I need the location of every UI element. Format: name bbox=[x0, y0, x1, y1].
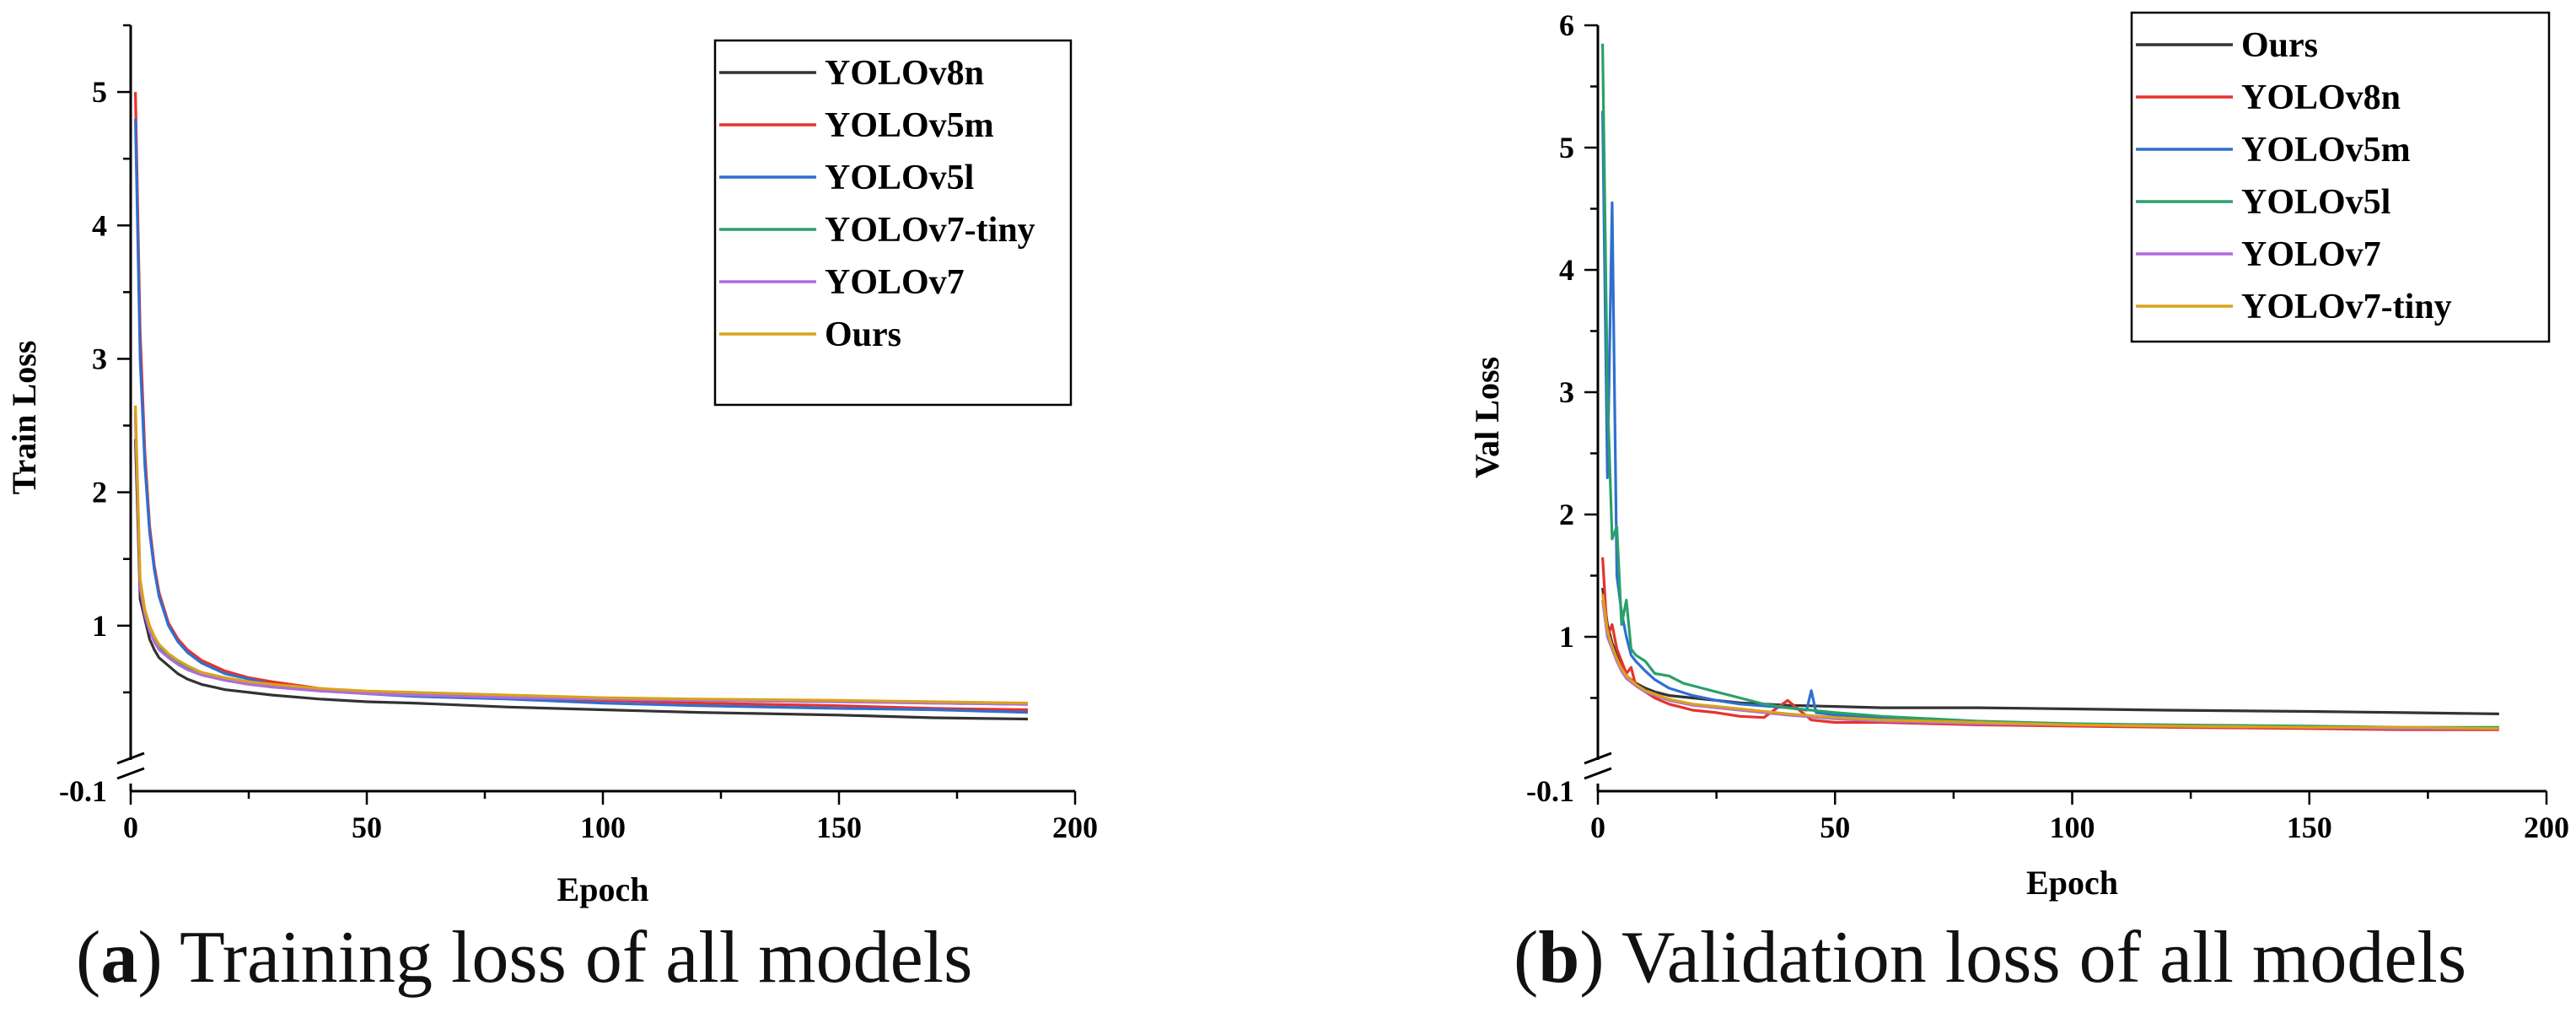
y-tick-label: 1 bbox=[92, 609, 107, 643]
y-tick-label: 3 bbox=[92, 342, 107, 375]
caption-val-letter: b bbox=[1538, 917, 1580, 999]
legend-label: YOLOv8n bbox=[825, 54, 984, 93]
legend-label: YOLOv5m bbox=[825, 106, 994, 145]
y-tick-label: 6 bbox=[1559, 8, 1574, 42]
legend-label: YOLOv7 bbox=[825, 263, 965, 302]
caption-train-text: Training loss of all models bbox=[180, 917, 973, 999]
y-axis-title: Val Loss bbox=[1468, 357, 1506, 478]
x-tick-label: 150 bbox=[2287, 811, 2332, 844]
x-tick-label: 0 bbox=[123, 811, 138, 844]
x-axis-title: Epoch bbox=[557, 870, 649, 908]
chart-panel-train: 1 2 3 4 5 -0.1 0 50 100 150 200 Epoch Train Loss YOLO… bbox=[5, 24, 1098, 908]
legend-label: Ours bbox=[825, 315, 901, 354]
x-tick-label: 200 bbox=[2524, 811, 2569, 844]
series-line-yolov8n bbox=[134, 439, 1029, 721]
legend-label: YOLOv7 bbox=[2241, 235, 2381, 274]
y-tick-label-break: -0.1 bbox=[1526, 774, 1574, 808]
y-tick-label: 4 bbox=[1559, 253, 1574, 287]
caption-train-letter: a bbox=[100, 917, 138, 999]
axis-break-mark bbox=[1584, 752, 1612, 765]
y-tick-label: 2 bbox=[1559, 498, 1574, 531]
y-tick-label-break: -0.1 bbox=[59, 774, 107, 808]
y-tick-label: 5 bbox=[1559, 131, 1574, 164]
legend-label: YOLOv5m bbox=[2241, 131, 2411, 170]
x-tick-label: 150 bbox=[816, 811, 862, 844]
caption-train: (a) Training loss of all models bbox=[76, 917, 973, 999]
legend-label: YOLOv7-tiny bbox=[2241, 288, 2452, 326]
axis-break-mark bbox=[116, 752, 145, 765]
x-tick-label: 50 bbox=[352, 811, 382, 844]
series-line-yolov7-tiny bbox=[1601, 594, 2499, 730]
series-line-ours bbox=[134, 405, 1029, 705]
y-axis-title: Train Loss bbox=[5, 341, 43, 495]
axis-break-mark bbox=[116, 767, 145, 780]
x-tick-label: 100 bbox=[2050, 811, 2095, 844]
series-line-yolov5l bbox=[134, 118, 1029, 714]
legend-label: Ours bbox=[2241, 26, 2318, 65]
axis-break-mark bbox=[1584, 767, 1612, 780]
legend-label: YOLOv5l bbox=[825, 159, 974, 197]
x-tick-label: 200 bbox=[1052, 811, 1098, 844]
series-line-ours bbox=[1601, 587, 2499, 715]
legend-label: YOLOv5l bbox=[2241, 183, 2390, 222]
x-tick-label: 0 bbox=[1590, 811, 1605, 844]
y-tick-label: 3 bbox=[1559, 375, 1574, 409]
y-tick-label: 4 bbox=[92, 208, 107, 242]
y-tick-label: 1 bbox=[1559, 620, 1574, 654]
series-line-yolov7 bbox=[134, 418, 1029, 706]
x-axis-title: Epoch bbox=[2026, 864, 2118, 902]
legend-box bbox=[2130, 11, 2551, 343]
caption-val-text: Validation loss of all models bbox=[1621, 917, 2467, 999]
legend-box bbox=[713, 39, 1073, 407]
y-tick-label: 2 bbox=[92, 476, 107, 509]
x-tick-label: 100 bbox=[580, 811, 626, 844]
series-line-yolov7-tiny bbox=[134, 412, 1029, 706]
legend-label: YOLOv8n bbox=[2241, 78, 2401, 117]
legend-label: YOLOv7-tiny bbox=[825, 211, 1035, 250]
chart-panel-val: 1 2 3 4 5 6 -0.1 0 50 100 150 200 Epoch Val Loss Ours Y… bbox=[1468, 8, 2569, 902]
caption-val: (b) Validation loss of all models bbox=[1514, 917, 2467, 999]
x-tick-label: 50 bbox=[1820, 811, 1850, 844]
y-tick-label: 5 bbox=[92, 75, 107, 109]
